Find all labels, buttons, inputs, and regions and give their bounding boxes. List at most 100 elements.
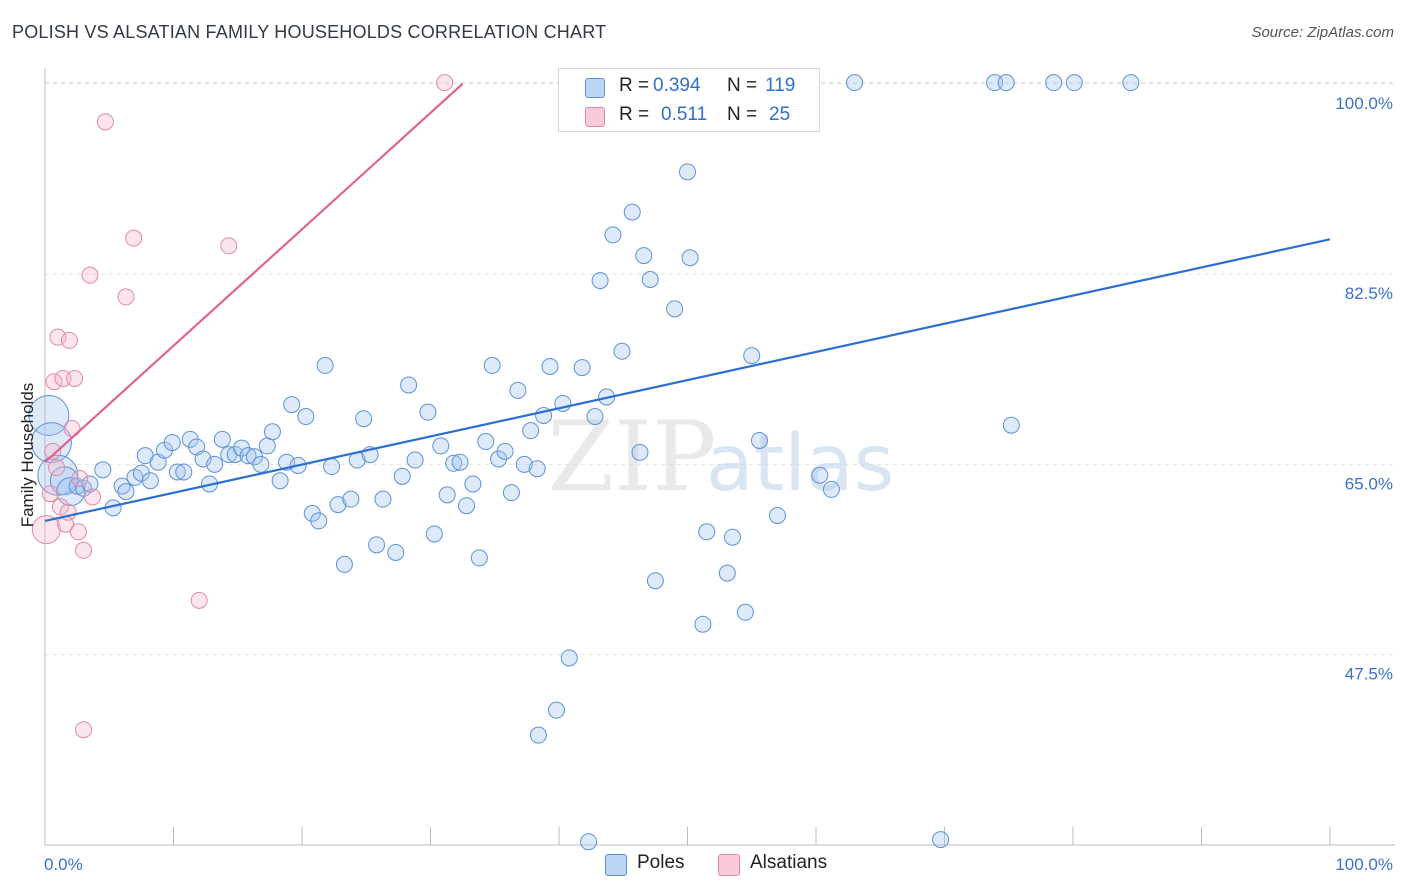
poles-point (335, 555, 353, 573)
poles-point (932, 831, 950, 849)
alsatians-point (41, 485, 59, 503)
alsatians-point (96, 113, 114, 131)
poles-point (580, 833, 598, 851)
poles-point (547, 701, 565, 719)
poles-point (1002, 416, 1020, 434)
poles-point (681, 249, 699, 267)
x-tick-label-max: 100.0% (1335, 855, 1393, 874)
poles-point (406, 451, 424, 469)
alsatians-n-value: 25 (769, 104, 791, 125)
poles-point (528, 460, 546, 478)
poles-swatch (585, 78, 605, 98)
poles-point (117, 483, 135, 501)
alsatians-point (125, 229, 143, 247)
alsatians-point (48, 459, 66, 477)
alsatians-point (66, 369, 84, 387)
poles-point (679, 163, 696, 181)
poles-point (846, 74, 864, 92)
alsatians-point (75, 541, 93, 559)
poles-point (509, 381, 527, 399)
poles-point (522, 422, 540, 440)
alsatians-point (220, 237, 238, 255)
alsatians-r-value: 0.511 (661, 104, 708, 125)
alsatians-point (71, 470, 89, 488)
poles-point (94, 461, 112, 479)
poles-point (496, 442, 514, 460)
watermark-zip: ZIP (547, 401, 716, 513)
poles-point (175, 463, 193, 481)
alsatians-n-label: N = (727, 104, 758, 125)
poles-point (641, 271, 659, 288)
poles-n-label: N = (727, 75, 758, 96)
poles-point (591, 272, 609, 290)
legend-row-alsatians: R = 0.511 N = 25 (559, 100, 819, 130)
poles-point (635, 247, 653, 265)
poles-point (28, 394, 70, 436)
poles-point (297, 408, 315, 426)
poles-point (470, 549, 488, 567)
poles-point (252, 455, 270, 473)
y-axis-title: Family Households (18, 383, 37, 528)
poles-point (374, 490, 392, 508)
correlation-legend: R = 0.394 N = 119 R = 0.511 N = 25 (558, 68, 820, 132)
poles-point (631, 443, 649, 461)
alsatians-point (54, 369, 72, 387)
chart-title: POLISH VS ALSATIAN FAMILY HOUSEHOLDS COR… (12, 22, 607, 42)
alsatians-r-label: R = (619, 104, 650, 125)
alsatians-point (190, 591, 208, 609)
alsatians-point (81, 266, 99, 284)
poles-point (168, 463, 186, 481)
poles-point (1065, 74, 1083, 92)
poles-point (541, 358, 559, 375)
poles-point (258, 437, 276, 455)
axis-labels: 47.5% 65.0% 82.5% 100.0% 0.0% 100.0% Family Ho… (18, 94, 1393, 874)
poles-point (694, 615, 712, 633)
y-tick-label: 47.5% (1345, 665, 1393, 684)
alsatians-point (69, 523, 87, 541)
alsatians-trend-line (44, 82, 464, 464)
poles-point (477, 433, 495, 451)
poles-point (586, 408, 604, 426)
poles-point (213, 430, 231, 448)
poles-point (355, 410, 373, 428)
poles-point (438, 486, 456, 504)
poles-point (986, 74, 1004, 92)
poles-point (623, 203, 641, 221)
poles-point (141, 472, 159, 490)
poles-point (750, 431, 768, 449)
poles-point (811, 466, 829, 484)
poles-point (483, 356, 501, 374)
poles-point (718, 564, 736, 582)
poles-point (573, 359, 591, 377)
poles-point (310, 512, 328, 530)
trend-lines (44, 82, 1331, 522)
poles-trend-line (44, 238, 1331, 522)
poles-point (419, 403, 437, 421)
poles-legend-swatch (605, 854, 627, 876)
poles-legend-label: Poles (637, 852, 685, 873)
poles-point (342, 490, 360, 508)
poles-point (81, 475, 99, 493)
poles-point (387, 543, 405, 561)
poles-point (997, 74, 1015, 92)
poles-r-value: 0.394 (653, 75, 701, 96)
poles-point (316, 356, 334, 374)
x-tick-label-min: 0.0% (44, 855, 83, 874)
poles-point (464, 475, 482, 493)
poles-point (163, 434, 181, 452)
poles-point (502, 484, 520, 502)
poles-point (560, 649, 578, 667)
poles-point (515, 455, 533, 473)
poles-point (822, 480, 840, 498)
poles-point (263, 423, 281, 441)
alsatians-point (60, 331, 78, 349)
poles-n-value: 119 (765, 75, 796, 96)
series-legend: Poles Alsatians (0, 852, 1406, 878)
poles-point (743, 347, 761, 365)
poles-point (451, 453, 469, 471)
alsatians-legend-label: Alsatians (750, 852, 828, 873)
poles-point (445, 454, 463, 472)
axes (44, 68, 1395, 846)
alsatians-point (117, 288, 135, 306)
